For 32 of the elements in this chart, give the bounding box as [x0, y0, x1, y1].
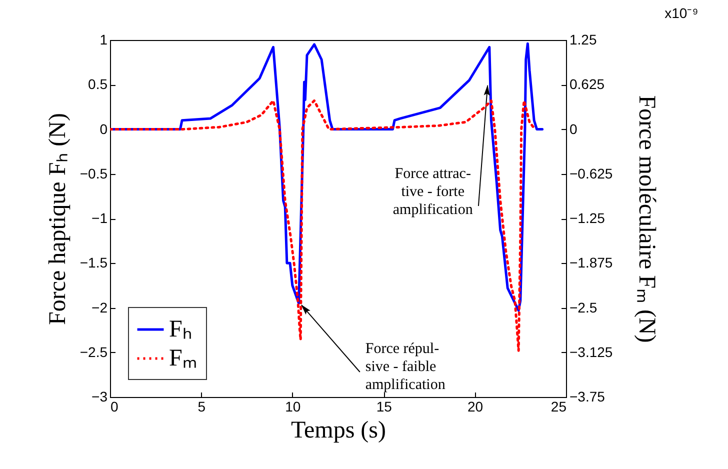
x-axis-title: Temps (s) — [291, 418, 386, 444]
y2-tick-label: 1.25 — [570, 32, 597, 48]
annotation: Force attrac- tive - forte amplification — [392, 166, 474, 218]
y2-axis-title: Force moléculaire Fₘ (N) — [634, 95, 660, 343]
y2-tick-label: 0.625 — [570, 76, 605, 92]
x-tick-label: 0 — [110, 398, 118, 414]
y2-tick-label: −1.25 — [570, 210, 606, 226]
y-tick-label: 0 — [100, 120, 108, 137]
y2-tick-label: −0.625 — [570, 165, 613, 182]
annotation: Force répul- sive - faible amplification — [365, 340, 446, 393]
y2-tick-label: −2.5 — [570, 299, 598, 316]
x-tick-label: 15 — [376, 398, 392, 414]
text: x10⁻⁹ — [664, 5, 698, 21]
x-tick-label: 20 — [468, 398, 484, 414]
y2-tick-label: 0 — [570, 120, 578, 137]
x-tick-label: 10 — [285, 398, 301, 414]
legend-label: Fₘ — [169, 346, 198, 372]
y-tick-label: 0.5 — [88, 76, 108, 92]
y2-tick-label: −1.875 — [570, 254, 613, 271]
y-tick-label: −3 — [92, 388, 108, 404]
y-tick-label: −1.5 — [80, 254, 108, 271]
y-tick-label: 1 — [100, 32, 108, 48]
y-tick-label: −2.5 — [80, 344, 108, 360]
x-tick-label: 25 — [550, 398, 567, 414]
y-tick-label: −1 — [92, 210, 108, 226]
y-tick-label: −0.5 — [80, 165, 108, 182]
y2-tick-label: −3.75 — [570, 388, 606, 404]
y-tick-label: −2 — [92, 299, 108, 316]
x-tick-label: 5 — [198, 398, 206, 414]
y-axis-title: Force haptique Fₕ (N) — [44, 113, 71, 325]
y2-tick-label: −3.125 — [570, 344, 613, 360]
legend-label: Fₕ — [169, 316, 192, 342]
